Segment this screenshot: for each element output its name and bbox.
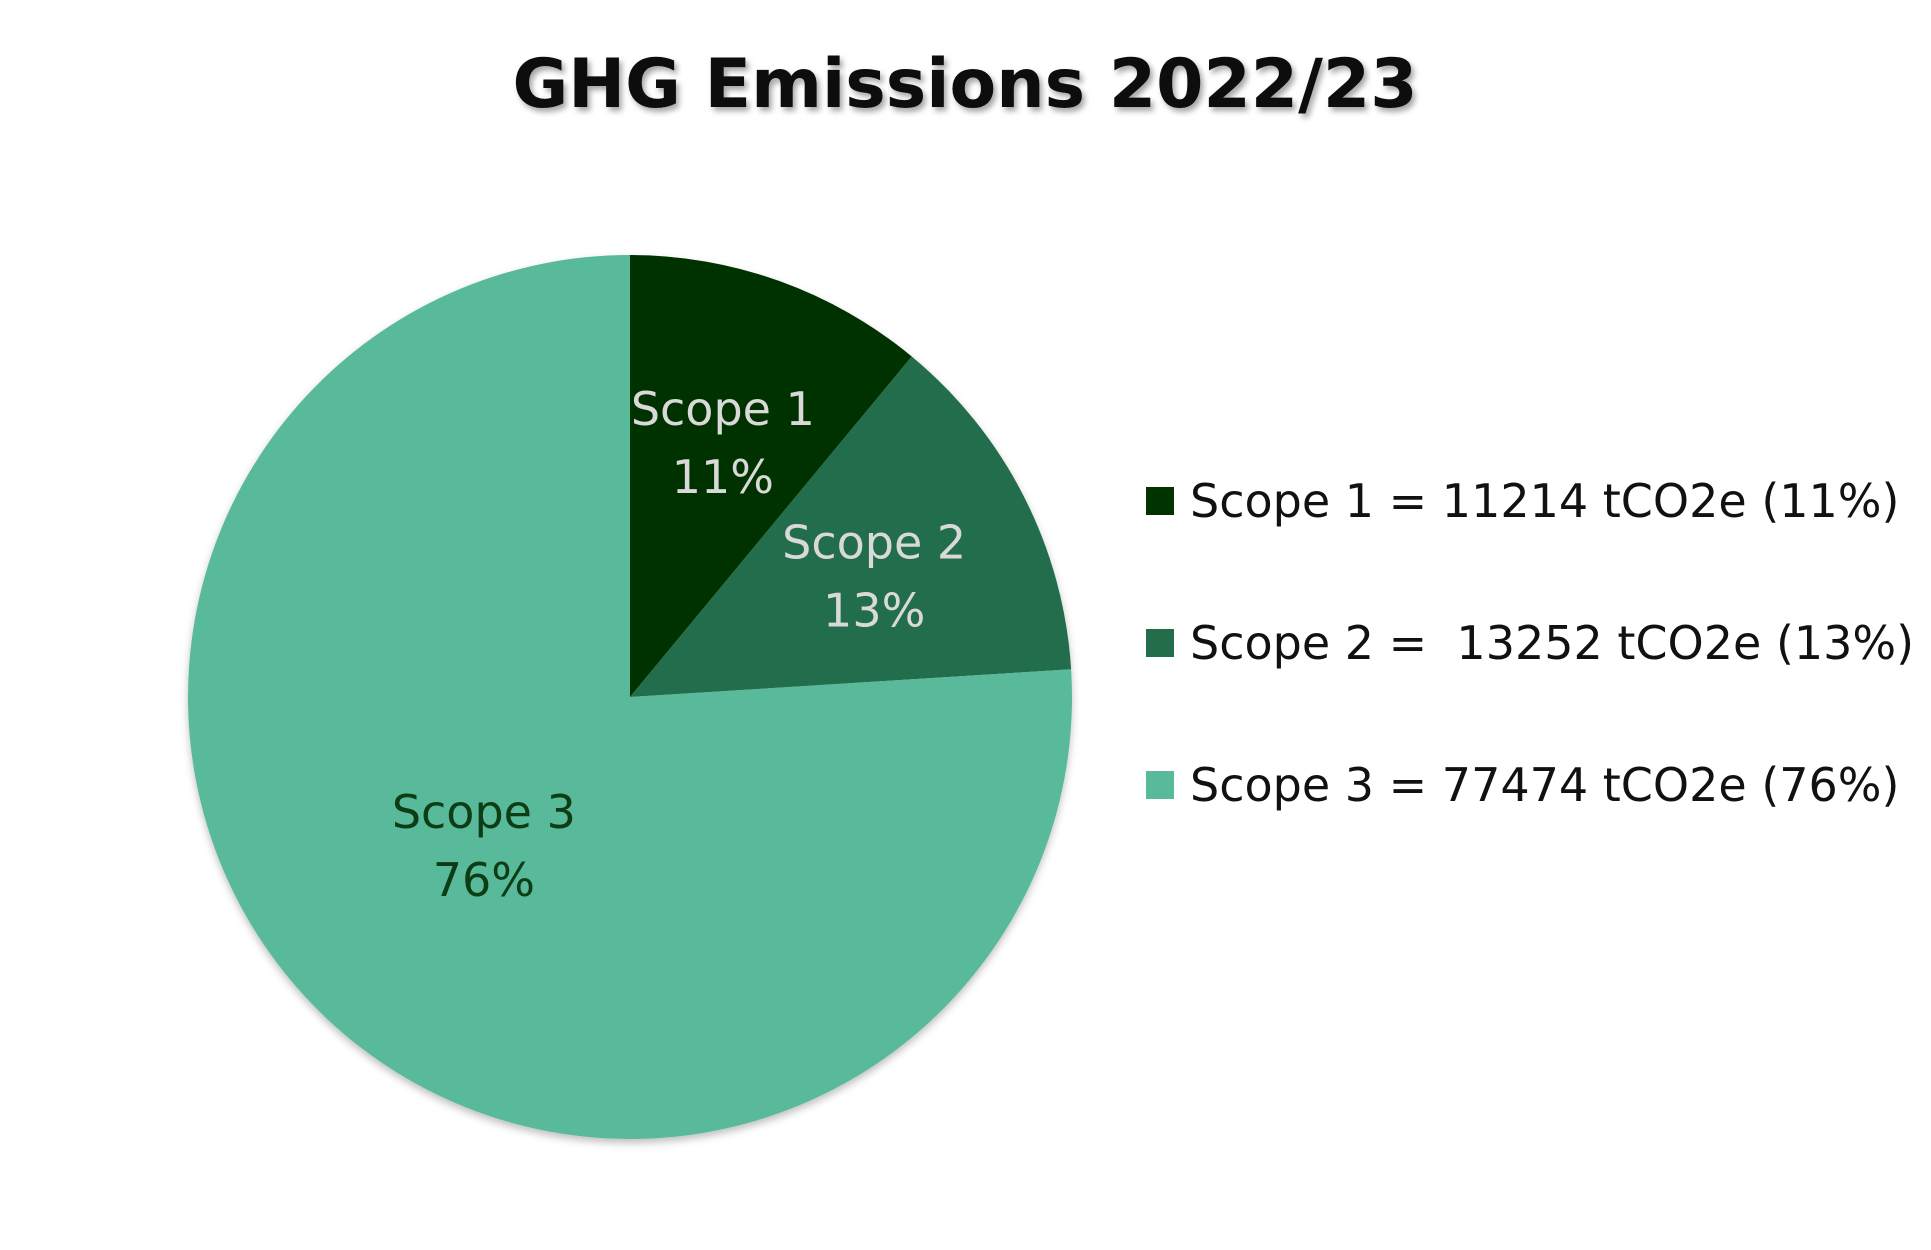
legend-label-scope-1: Scope 1 = 11214 tCO2e (11%) — [1190, 474, 1899, 528]
legend-swatch-scope-2 — [1146, 629, 1174, 657]
slice-label-percent: 13% — [823, 584, 925, 638]
legend-label-scope-2: Scope 2 = 13252 tCO2e (13%) — [1190, 616, 1914, 670]
pie-slices — [188, 255, 1073, 1139]
slice-label-percent: 11% — [672, 450, 774, 504]
legend-label-scope-3: Scope 3 = 77474 tCO2e (76%) — [1190, 758, 1899, 812]
slice-label-name: Scope 3 — [392, 785, 576, 839]
slice-label-scope-1: Scope 1 11% — [631, 382, 815, 504]
slice-label-percent: 76% — [433, 853, 535, 907]
slice-label-name: Scope 2 — [782, 516, 966, 570]
legend-swatch-scope-3 — [1146, 771, 1174, 799]
slice-label-scope-3: Scope 3 76% — [392, 785, 576, 907]
chart-legend: Scope 1 = 11214 tCO2e (11%) Scope 2 = 132… — [1146, 474, 1914, 812]
pie-slice-scope-3 — [188, 255, 1073, 1139]
chart-title: GHG Emissions 2022/23 — [512, 45, 1417, 124]
legend-swatch-scope-1 — [1146, 487, 1174, 515]
pie-slice-scope-1 — [630, 255, 912, 697]
slice-label-scope-2: Scope 2 13% — [782, 516, 966, 638]
slice-label-name: Scope 1 — [631, 382, 815, 436]
pie-labels: Scope 1 11%Scope 2 13% Scope 3 76% — [392, 382, 966, 907]
pie-slice-scope-2 — [630, 356, 1072, 697]
